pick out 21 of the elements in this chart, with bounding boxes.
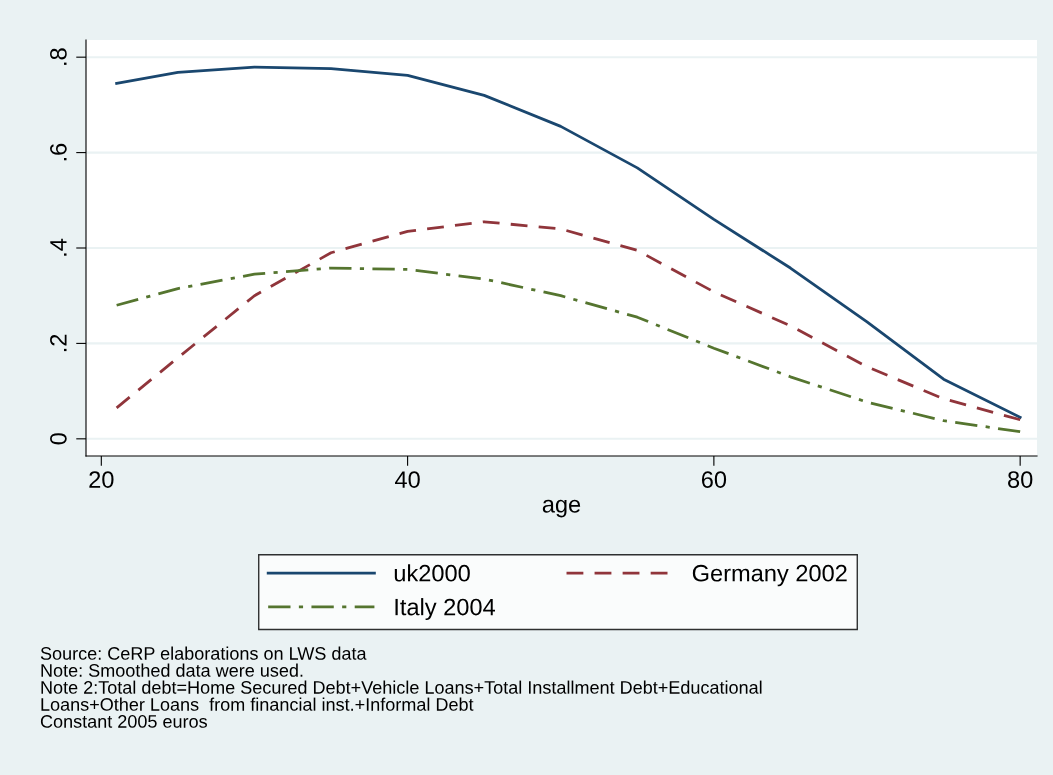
text: Constant 2005 euros [40, 715, 207, 728]
y-tick-label: .2 [50, 334, 67, 352]
text: Loans+Other Loans from financial inst.+Informal Debt [41, 697, 474, 711]
y-tick-label: .4 [50, 238, 67, 256]
y-tick-label: .8 [50, 48, 67, 65]
legend-label: uk2000 [394, 564, 470, 582]
x-axis-title: age [542, 499, 581, 518]
text: Note 2:Total debt=Home Secured Debt+Vehicle Loans+Total Installment Debt+Educational [41, 680, 762, 694]
x-tick-label: 60 [701, 471, 727, 488]
legend-label: Germany 2002 [692, 564, 847, 587]
x-tick-label: 20 [89, 471, 114, 488]
x-tick-label: 40 [395, 471, 420, 488]
source-note: Source: CeRP elaborations on LWS data [40, 646, 367, 660]
legend-label: Italy 2004 [395, 598, 496, 621]
text: Note: Smoothed data were used. [41, 663, 303, 677]
line-series [115, 220, 1022, 422]
x-tick-label: 80 [1008, 471, 1033, 488]
y-tick-label: .6 [50, 143, 67, 161]
line-series [115, 65, 1022, 419]
y-tick-label: 0 [50, 433, 67, 445]
line-series [115, 266, 1022, 434]
